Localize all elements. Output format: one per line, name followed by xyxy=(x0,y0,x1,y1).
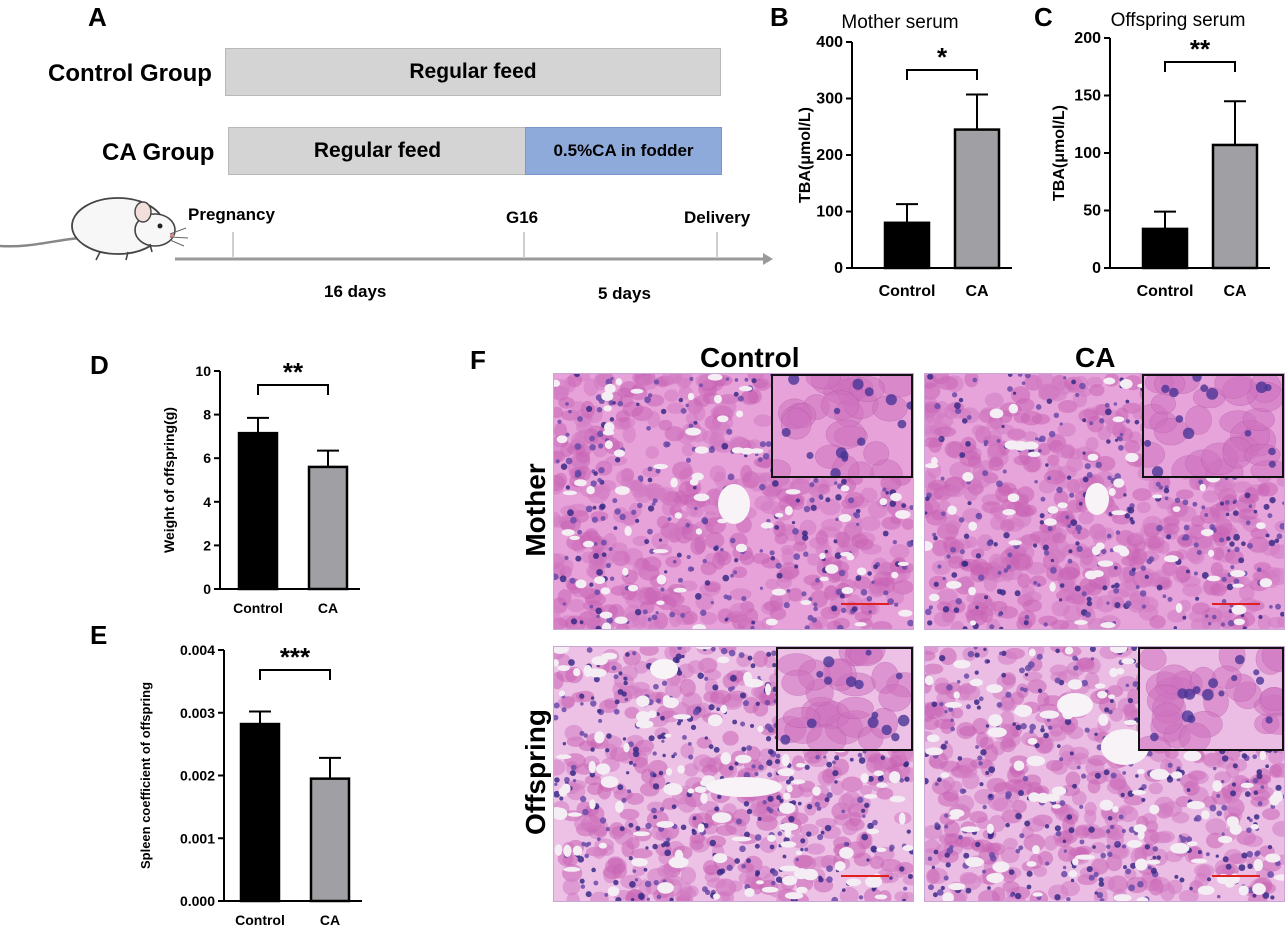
ca-group-label: CA Group xyxy=(102,139,215,166)
chart-e-significance-stars: *** xyxy=(280,642,311,672)
chart-e-y-tick-label: 0.004 xyxy=(180,642,215,658)
chart-c-significance-stars: ** xyxy=(1190,34,1211,64)
chart-e-significance-bracket xyxy=(259,669,331,680)
chart-c-y-label: TBA(μmol/L) xyxy=(1051,105,1068,201)
chart-d-bar-control xyxy=(237,431,279,591)
timeline-delivery: Delivery xyxy=(684,208,751,227)
chart-c-bar-control xyxy=(1141,227,1189,270)
chart-c-y-tick-label: 100 xyxy=(1074,145,1101,162)
micrograph-mother-ca xyxy=(924,373,1285,630)
histology-row-mother: Mother xyxy=(520,463,551,557)
chart-mother-serum: Mother serum 0 100 200 300 400 TBA(μmol/L) Cont… xyxy=(797,12,1012,300)
tick-pregnancy xyxy=(232,232,234,258)
chart-e-category-label: CA xyxy=(320,912,340,928)
panel-letter-b: B xyxy=(770,2,789,32)
chart-e-y-label: Spleen coefficient of offspring xyxy=(138,682,153,869)
chart-c-title: Offspring serum xyxy=(1111,10,1246,31)
control-feed-bar: Regular feed xyxy=(225,48,721,96)
chart-b-category-label: Control xyxy=(879,283,936,300)
chart-e-y-tick-label: 0.000 xyxy=(180,893,215,909)
inset-texture xyxy=(778,649,911,749)
chart-e-bar-ca xyxy=(309,777,351,903)
histology-row-offspring: Offspring xyxy=(520,709,551,835)
chart-d-y-label: Weight of offspring(g) xyxy=(161,407,177,553)
panel-letter-e: E xyxy=(90,620,108,650)
panel-letter-a: A xyxy=(88,2,107,32)
timeline-5-days: 5 days xyxy=(598,284,651,303)
micrograph-offspring-control xyxy=(553,646,914,902)
chart-b-y-tick-label: 300 xyxy=(816,91,843,108)
chart-b-bar-ca xyxy=(953,128,1001,270)
magnified-inset xyxy=(1142,374,1284,478)
chart-c-y-tick-label: 0 xyxy=(1092,260,1101,277)
chart-e-y-tick-label: 0.001 xyxy=(180,830,215,846)
chart-e-bar-control xyxy=(239,722,281,903)
inset-texture xyxy=(773,376,911,476)
chart-b-y-label: TBA(μmol/L) xyxy=(797,107,814,203)
chart-b-bar-control xyxy=(883,221,931,270)
histology-col-ca: CA xyxy=(1075,342,1116,373)
tissue-texture xyxy=(925,647,1284,901)
chart-c-bar-ca xyxy=(1211,143,1259,270)
ca-regular-feed-label: Regular feed xyxy=(313,139,442,162)
chart-d-significance-bracket xyxy=(257,384,329,395)
micrograph-offspring-ca xyxy=(924,646,1285,902)
tick-g16 xyxy=(523,232,525,258)
chart-e-y-tick-label: 0.002 xyxy=(180,768,215,784)
chart-c-y-tick-label: 200 xyxy=(1074,30,1101,47)
timeline-pregnancy: Pregnancy xyxy=(188,205,275,224)
chart-c-category-label: Control xyxy=(1137,283,1194,300)
chart-c-y-tick-label: 150 xyxy=(1074,88,1101,105)
chart-c-y-tick-label: 50 xyxy=(1083,203,1101,220)
magnified-inset xyxy=(771,374,913,478)
chart-d-category-label: Control xyxy=(233,600,283,616)
timeline-g16: G16 xyxy=(506,208,539,227)
chart-b-y-tick-label: 200 xyxy=(816,147,843,164)
chart-c-category-label: CA xyxy=(1223,283,1247,300)
chart-e-category-label: Control xyxy=(235,912,285,928)
chart-d-significance-stars: ** xyxy=(283,357,304,387)
chart-c-significance-bracket xyxy=(1164,61,1236,72)
ca-treatment-bar: 0.5%CA in fodder xyxy=(525,127,722,175)
chart-b-significance-stars: * xyxy=(937,42,948,72)
chart-b-y-tick-label: 100 xyxy=(816,204,843,221)
inset-texture xyxy=(1144,376,1282,476)
mouse-illustration xyxy=(0,197,189,261)
chart-b-y-tick-label: 400 xyxy=(816,34,843,51)
panel-letter-c: C xyxy=(1034,2,1053,32)
magnified-inset xyxy=(776,647,913,751)
chart-b-title: Mother serum xyxy=(841,12,958,33)
chart-offspring-weight: 0 2 4 6 8 10 Weight of offspring(g) Control CA ** xyxy=(161,357,360,616)
chart-spleen-coefficient: 0.000 0.001 0.002 0.003 0.004 Spleen coeffici… xyxy=(138,642,362,928)
chart-b-significance-bracket xyxy=(906,69,978,80)
timeline-axis xyxy=(175,253,773,265)
tick-delivery xyxy=(716,232,718,258)
chart-b-category-label: CA xyxy=(965,283,989,300)
inset-texture xyxy=(1140,649,1282,749)
ca-treatment-label: 0.5%CA in fodder xyxy=(553,141,694,160)
chart-b-y-tick-label: 0 xyxy=(834,260,843,277)
control-feed-label: Regular feed xyxy=(409,60,537,83)
ca-regular-feed-bar: Regular feed xyxy=(228,127,527,175)
chart-e-y-tick-label: 0.003 xyxy=(180,705,215,721)
chart-d-y-tick-label: 0 xyxy=(203,581,211,597)
chart-d-y-tick-label: 10 xyxy=(195,363,211,379)
chart-d-y-tick-label: 6 xyxy=(203,450,211,466)
timeline-16-days: 16 days xyxy=(324,282,387,301)
chart-d-y-tick-label: 8 xyxy=(203,407,211,423)
histology-col-control: Control xyxy=(700,342,800,373)
chart-d-category-label: CA xyxy=(318,600,338,616)
chart-offspring-serum: Offspring serum 0 50 100 150 200 TBA(μmol/L) Co… xyxy=(1051,10,1270,300)
micrograph-mother-control xyxy=(553,373,914,630)
control-group-label: Control Group xyxy=(48,60,212,87)
chart-d-y-tick-label: 4 xyxy=(203,494,211,510)
panel-letter-d: D xyxy=(90,350,109,380)
chart-d-y-tick-label: 2 xyxy=(203,537,211,553)
panel-letter-f: F xyxy=(470,345,486,375)
chart-d-bar-ca xyxy=(307,465,349,591)
magnified-inset xyxy=(1138,647,1284,751)
